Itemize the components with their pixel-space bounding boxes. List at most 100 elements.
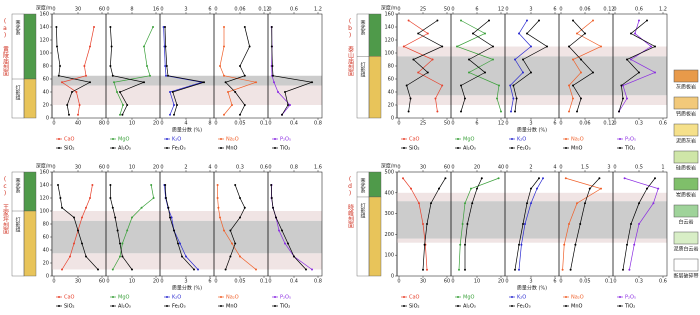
x-tick-label: 0 <box>160 279 163 285</box>
series-point <box>426 32 429 35</box>
series-point <box>217 206 220 209</box>
x-tick-label: 10 <box>129 279 135 285</box>
legend-dot <box>619 138 621 140</box>
x2-tick-label: 0 <box>505 165 508 171</box>
x2-tick-label: 0 <box>397 165 400 171</box>
series-point <box>91 184 94 186</box>
series-point <box>97 268 99 271</box>
series-point <box>497 177 500 180</box>
legend-label: Fe₂O₃ <box>172 146 186 152</box>
series-point <box>436 110 439 113</box>
series-point <box>407 110 410 113</box>
legend-dot <box>220 305 222 307</box>
x-tick-label: 0.06 <box>579 121 590 127</box>
legend-label: P₂O₅ <box>625 295 636 301</box>
series-point <box>77 113 79 116</box>
series-point <box>270 45 273 48</box>
x2-tick-label: 10 <box>129 165 135 171</box>
series-point <box>460 19 462 22</box>
lithology-swatch <box>673 258 699 272</box>
x-tick-label: 0 <box>106 121 109 127</box>
x-axis-label: 质量分数 (%) <box>517 127 547 134</box>
series-line <box>219 27 258 115</box>
x-tick-label: 0 <box>613 121 616 127</box>
series-point <box>224 81 227 84</box>
series-point <box>654 71 656 74</box>
x2-tick-label: 0 <box>268 165 271 171</box>
legend-dot <box>457 147 459 149</box>
series-point <box>410 187 412 190</box>
strata-label: 寒武系 <box>360 19 366 35</box>
series-point <box>468 71 470 74</box>
legend-label: SiO₂ <box>409 146 420 152</box>
series-point <box>81 216 83 219</box>
series-point <box>287 242 289 245</box>
series-point <box>464 202 466 205</box>
legend-label: SiO₂ <box>64 304 75 310</box>
series-point <box>470 187 472 190</box>
series-point <box>652 202 655 205</box>
series-point <box>66 104 69 106</box>
series-point <box>623 177 626 180</box>
series-point <box>459 243 462 246</box>
legend-dot <box>274 305 276 307</box>
series-point <box>488 19 490 22</box>
series-point <box>287 104 289 106</box>
x-tick-label: 60 <box>99 279 105 285</box>
strata-lower <box>23 210 37 277</box>
series-point <box>402 45 405 48</box>
legend-dot <box>403 138 405 140</box>
lithology-swatch <box>673 69 699 83</box>
x2-tick-label: 4 <box>553 165 556 171</box>
x2-tick-label: 0 <box>613 7 616 13</box>
series-point <box>272 206 274 209</box>
series-point <box>73 242 75 245</box>
series-point <box>598 177 601 180</box>
series-line <box>422 178 446 270</box>
series-point <box>426 268 428 271</box>
lithology-swatch <box>673 96 699 110</box>
legend-label: Fe₂O₃ <box>172 304 186 310</box>
panel-title: (a) 黄陵庙剖面 <box>2 18 9 77</box>
strata-upper <box>23 13 37 80</box>
x2-tick-label: 0 <box>52 7 55 13</box>
series-line <box>568 20 602 112</box>
series-point <box>119 255 121 258</box>
legend-dot <box>565 138 567 140</box>
series-point <box>518 32 520 35</box>
series-point <box>150 184 153 186</box>
series-point <box>126 229 129 232</box>
x2-tick-label: 0.12 <box>258 7 269 13</box>
series-point <box>600 45 602 48</box>
x-tick-label: 0 <box>214 121 217 127</box>
series-point <box>572 84 574 87</box>
x2-tick-label: 1 <box>661 165 664 171</box>
series-point <box>572 97 574 100</box>
x2-tick-label: 0.06 <box>579 7 590 13</box>
series-point <box>122 104 124 106</box>
series-point <box>417 32 420 35</box>
y-tick-label: 100 <box>384 253 394 259</box>
series-point <box>538 19 540 22</box>
legend-label: Na₂O <box>226 295 239 301</box>
series-point <box>126 104 129 106</box>
series-point <box>638 223 640 225</box>
x2-tick-label: 0 <box>559 7 562 13</box>
y-tick-label: 60 <box>43 235 49 241</box>
x-tick-label: 0 <box>451 279 454 285</box>
series-point <box>579 223 582 225</box>
legend-label: MnO <box>571 304 582 310</box>
series-point <box>109 184 112 186</box>
series-point <box>438 187 440 190</box>
x-tick-label: 10 <box>474 279 480 285</box>
x2-tick-label: 0 <box>397 7 400 13</box>
strata-label: 寒武系 <box>15 19 21 35</box>
series-point <box>116 91 118 93</box>
series-line <box>57 184 99 270</box>
series-line <box>403 20 443 112</box>
series-point <box>654 177 656 180</box>
series-point <box>576 32 578 35</box>
series-point <box>650 45 652 48</box>
x2-tick-label: 1.6 <box>314 165 322 171</box>
series-point <box>423 243 426 246</box>
